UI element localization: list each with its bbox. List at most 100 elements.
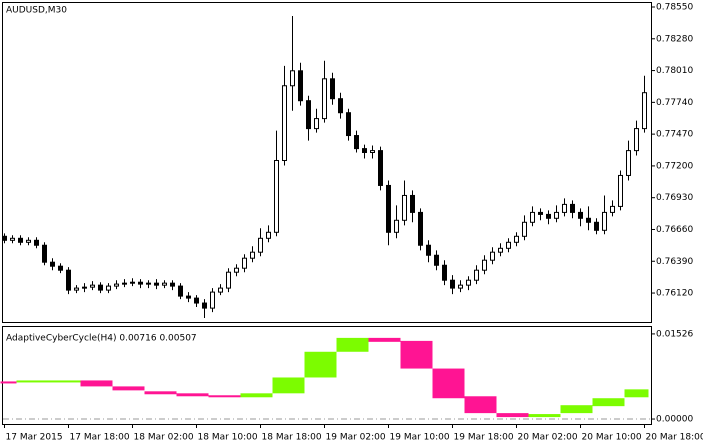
candle-body: [634, 128, 639, 152]
x-tick-label: 19 Mar 18:00: [454, 433, 514, 443]
candle-body: [122, 282, 127, 285]
indicator-band: [80, 380, 89, 387]
indicator-band: [520, 413, 529, 418]
indicator-band: [584, 405, 593, 414]
indicator-band: [272, 377, 281, 394]
indicator-band: [176, 393, 185, 397]
indicator-band: [192, 393, 201, 397]
candle-body: [610, 205, 615, 213]
y-tick-label: 0.01526: [656, 329, 693, 339]
candle-body: [98, 284, 103, 291]
indicator-band: [224, 395, 233, 398]
candle-body: [2, 235, 7, 241]
candle-body: [386, 184, 391, 233]
x-tick-label: 20 Mar 02:00: [518, 433, 578, 443]
indicator-band: [280, 377, 289, 394]
candle-body: [378, 150, 383, 186]
x-tick-label: 19 Mar 10:00: [390, 433, 450, 443]
indicator-band: [120, 386, 129, 391]
indicator-band: [400, 340, 409, 369]
main-pane: [2, 2, 652, 323]
candle-body: [402, 194, 407, 221]
indicator-band: [320, 351, 329, 378]
indicator-band: [336, 337, 345, 352]
candle-body: [602, 211, 607, 231]
indicator-band: [144, 391, 153, 395]
indicator-band: [352, 337, 361, 352]
indicator-band: [504, 413, 513, 418]
indicator-band: [464, 396, 473, 414]
candle-body: [154, 282, 159, 286]
indicator-band: [208, 395, 217, 398]
candle-body: [10, 237, 15, 241]
indicator-title: AdaptiveCyberCycle(H4) 0.00716 0.00507: [6, 334, 197, 344]
candle-body: [218, 287, 223, 293]
indicator-band: [160, 391, 169, 395]
indicator-band: [168, 391, 177, 395]
candle-body: [330, 78, 335, 100]
indicator-band: [248, 393, 257, 398]
y-tick-label: 0.77200: [656, 161, 693, 171]
candle-body: [178, 285, 183, 297]
candle-body: [50, 261, 55, 267]
indicator-band: [152, 391, 161, 395]
indicator-band: [432, 368, 441, 399]
candle-body: [642, 92, 647, 130]
y-tick-label: 0.77740: [656, 98, 693, 108]
indicator-band: [624, 389, 633, 398]
indicator-band: [480, 396, 489, 414]
candle-body: [26, 239, 31, 243]
candle-body: [274, 159, 279, 233]
indicator-band: [368, 337, 377, 342]
indicator-band: [0, 381, 9, 384]
candle-body: [138, 281, 143, 285]
indicator-band: [384, 337, 393, 342]
y-tick-label: 0.77470: [656, 130, 693, 140]
candle-body: [130, 281, 135, 284]
candle-body: [282, 85, 287, 161]
candle-body: [202, 302, 207, 309]
candle-body: [290, 70, 295, 87]
candle-body: [250, 251, 255, 259]
indicator-band: [496, 413, 505, 418]
candle-body: [90, 284, 95, 288]
indicator-band: [552, 414, 561, 418]
indicator-band: [24, 380, 33, 383]
candle-body: [618, 174, 623, 207]
candle-body: [82, 286, 87, 289]
indicator-band: [16, 380, 25, 383]
candle-body: [586, 217, 591, 223]
indicator-band: [456, 368, 465, 399]
indicator-band: [440, 368, 449, 399]
indicator-band: [96, 380, 105, 387]
y-tick-label: 0.78280: [656, 34, 693, 44]
candle-body: [626, 150, 631, 176]
candle-body: [498, 247, 503, 253]
candle-body: [146, 282, 151, 285]
candle-body: [458, 284, 463, 289]
chart-title: AUDUSD,M30: [6, 6, 67, 16]
candle-body: [74, 287, 79, 291]
indicator-band: [256, 393, 265, 398]
x-tick-label: 17 Mar 2015: [6, 433, 63, 443]
candle-body: [522, 221, 527, 237]
indicator-band: [528, 414, 537, 418]
indicator-band: [536, 414, 545, 418]
candle-body: [346, 112, 351, 137]
y-tick-label: 0.78550: [656, 3, 693, 13]
x-tick-label: 18 Mar 02:00: [134, 433, 194, 443]
candle-body: [18, 237, 23, 243]
indicator-band: [568, 405, 577, 414]
candle-body: [490, 251, 495, 261]
candle-body: [314, 118, 319, 130]
candle-body: [594, 221, 599, 231]
candle-body: [106, 285, 111, 291]
indicator-band: [240, 393, 249, 398]
candle-body: [538, 211, 543, 215]
indicator-band: [344, 337, 353, 352]
y-tick-label: 0.76390: [656, 257, 693, 267]
indicator-band: [544, 414, 553, 418]
y-tick-label: 0.76120: [656, 289, 693, 299]
indicator-band: [88, 380, 97, 387]
